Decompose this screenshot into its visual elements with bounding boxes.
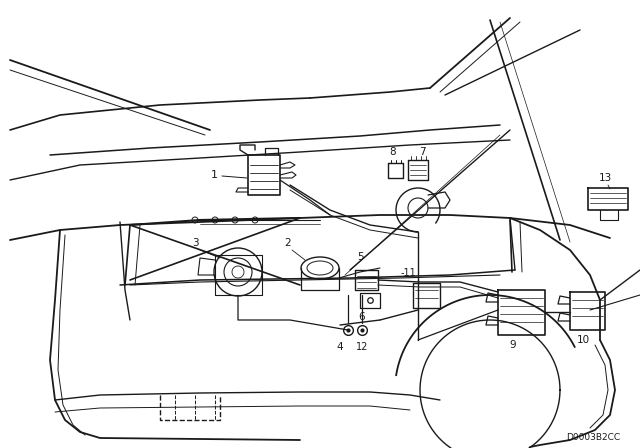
Text: 7: 7 bbox=[419, 147, 426, 157]
Circle shape bbox=[214, 248, 262, 296]
Text: 5: 5 bbox=[356, 252, 364, 262]
Text: 3: 3 bbox=[192, 238, 198, 248]
Ellipse shape bbox=[301, 257, 339, 279]
Circle shape bbox=[408, 198, 428, 218]
Text: 10: 10 bbox=[577, 335, 589, 345]
Text: 13: 13 bbox=[598, 173, 612, 183]
Text: 1: 1 bbox=[211, 170, 218, 180]
Text: 12: 12 bbox=[356, 342, 368, 352]
Text: D0003B2CC: D0003B2CC bbox=[566, 433, 620, 442]
Circle shape bbox=[192, 217, 198, 223]
Text: 9: 9 bbox=[509, 340, 516, 350]
Circle shape bbox=[232, 217, 238, 223]
Circle shape bbox=[252, 217, 258, 223]
Text: 4: 4 bbox=[337, 342, 343, 352]
Circle shape bbox=[224, 258, 252, 286]
Text: 8: 8 bbox=[390, 147, 396, 157]
Text: 6: 6 bbox=[358, 312, 365, 322]
Text: 2: 2 bbox=[285, 238, 291, 248]
Circle shape bbox=[212, 217, 218, 223]
Text: -11: -11 bbox=[400, 268, 416, 278]
Circle shape bbox=[232, 266, 244, 278]
Ellipse shape bbox=[307, 261, 333, 275]
